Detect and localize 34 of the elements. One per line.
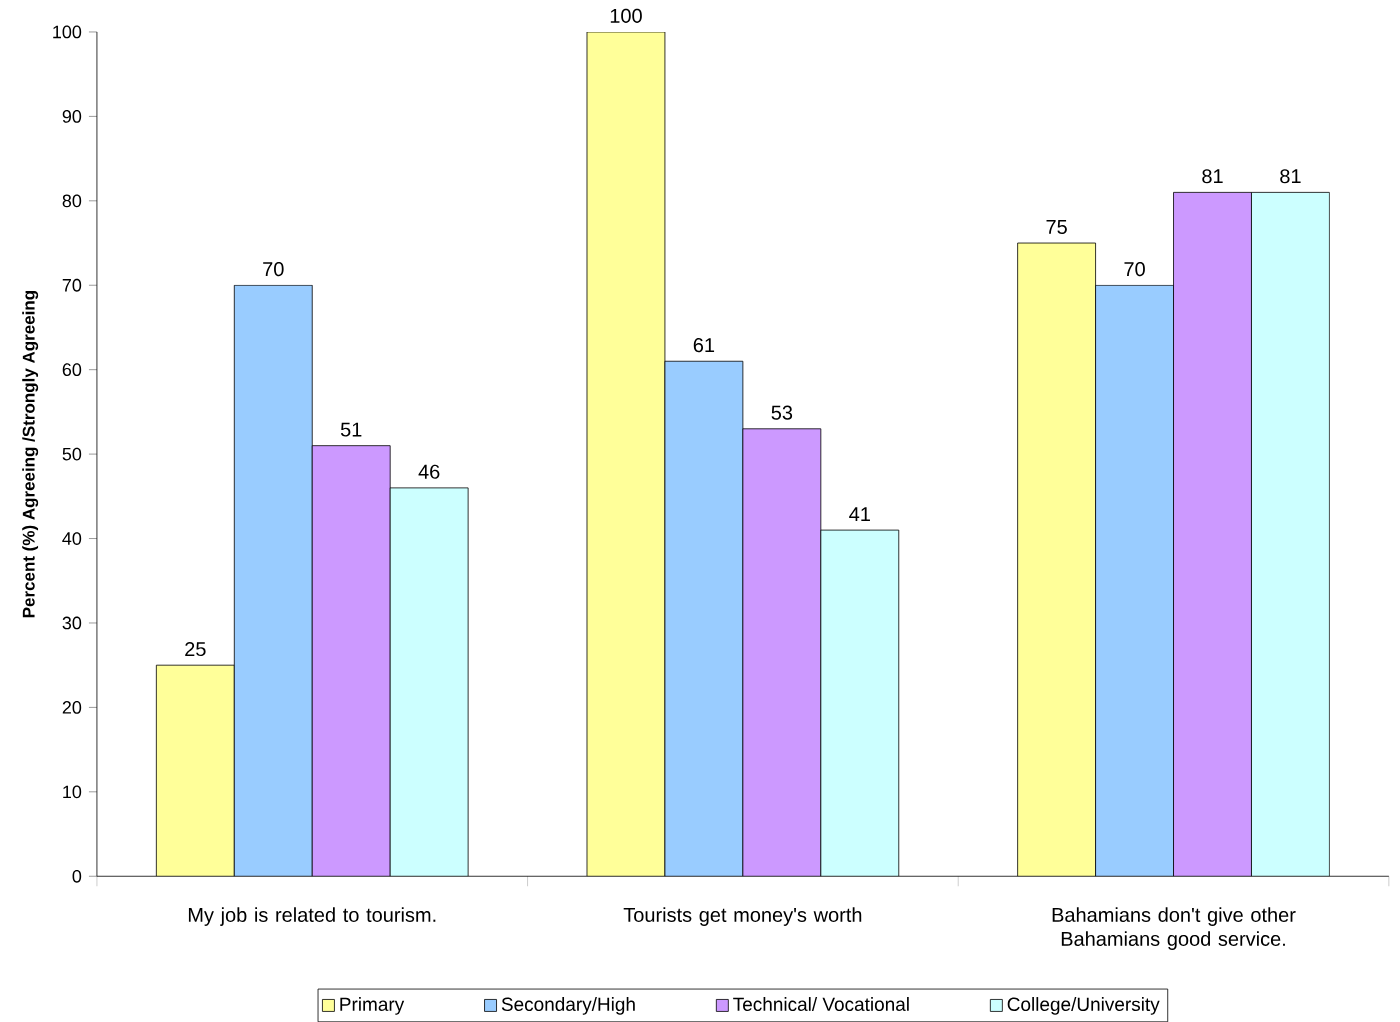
bar (742, 428, 821, 877)
data-label: 46 (418, 464, 440, 479)
legend-label: Secondary/High (501, 996, 635, 1015)
x-tick-label: My job is related to tourism. (188, 907, 436, 926)
data-label: 51 (340, 422, 362, 437)
data-label: 75 (1046, 219, 1067, 234)
y-tick-label: 50 (62, 447, 82, 461)
x-tick-label: Bahamians don't give other Bahamians good service. (1052, 907, 1296, 950)
y-axis-title: Percent (%) Agreeing /Strongly Agreeing (22, 290, 39, 618)
y-tick-label: 0 (72, 869, 82, 883)
x-tick-label: Tourists get money's worth (623, 907, 862, 926)
data-label: 41 (849, 507, 870, 521)
data-label: 81 (1280, 169, 1301, 184)
y-tick-label: 80 (62, 194, 82, 208)
legend-label: Technical/ Vocational (733, 996, 909, 1011)
bar (312, 445, 391, 877)
y-tick-label: 40 (62, 532, 82, 545)
data-label: 53 (771, 405, 793, 420)
y-tick-label: 20 (62, 700, 82, 714)
data-label: 70 (263, 261, 284, 277)
data-label: 25 (185, 641, 206, 657)
y-tick-label: 60 (62, 363, 82, 376)
data-label: 100 (610, 8, 642, 23)
y-tick-label: 70 (62, 278, 82, 292)
data-label: 70 (1124, 261, 1145, 277)
data-label: 81 (1202, 169, 1223, 184)
y-tick-label: 90 (62, 109, 82, 123)
legend-label: Primary (340, 996, 405, 1015)
data-label: 61 (693, 337, 715, 353)
legend-label: College/University (1007, 996, 1160, 1015)
y-tick-label: 30 (62, 616, 82, 630)
y-tick-label: 10 (63, 785, 82, 799)
bar (1173, 191, 1252, 877)
y-tick-label: 100 (53, 25, 82, 39)
